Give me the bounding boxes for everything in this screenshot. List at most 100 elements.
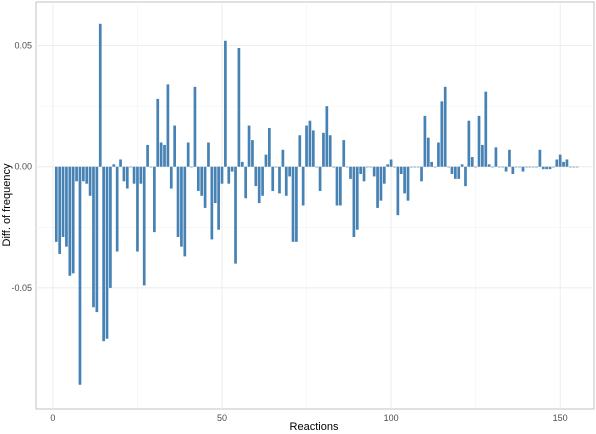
bar <box>173 125 177 167</box>
bar <box>163 144 166 167</box>
bar <box>139 166 143 184</box>
bar <box>457 166 461 179</box>
bar <box>416 166 420 168</box>
bar <box>200 166 204 196</box>
bar <box>335 166 339 206</box>
bar <box>251 140 254 167</box>
bar <box>572 166 576 168</box>
bar <box>308 120 312 167</box>
bar <box>132 166 136 184</box>
bar <box>437 142 440 167</box>
bar <box>366 166 369 168</box>
bar <box>169 166 173 189</box>
bar <box>247 125 251 167</box>
bar <box>538 149 542 167</box>
bar <box>210 166 214 240</box>
bar <box>227 166 231 184</box>
x-tick-label: 100 <box>384 413 399 423</box>
bar <box>501 166 505 168</box>
bar <box>470 157 474 167</box>
bar <box>75 166 78 182</box>
bar <box>497 166 501 168</box>
bar <box>112 164 116 167</box>
bar <box>453 166 457 179</box>
bar <box>88 166 92 196</box>
bar <box>447 166 450 168</box>
bar <box>284 166 288 196</box>
bar <box>481 144 484 167</box>
bar <box>78 166 82 385</box>
bar <box>562 161 565 167</box>
bar <box>146 144 149 167</box>
bar <box>295 166 298 242</box>
bar <box>156 98 160 167</box>
bar <box>176 166 180 237</box>
bar <box>153 166 156 233</box>
bar <box>494 147 498 167</box>
bar <box>464 166 467 187</box>
bar <box>244 166 248 199</box>
bar <box>410 166 413 168</box>
bar <box>393 166 396 168</box>
bar <box>102 166 105 342</box>
bar <box>271 166 275 191</box>
bar <box>193 86 197 167</box>
y-tick-label: -0.05 <box>11 283 32 293</box>
bar <box>278 166 281 194</box>
bar <box>142 166 146 286</box>
bar <box>568 166 572 168</box>
tick-labels: 0 50 100 150 -0.05 0.00 0.05 <box>11 41 567 423</box>
bar <box>565 159 569 167</box>
bar <box>332 166 335 168</box>
bar <box>399 166 403 175</box>
bar <box>369 166 373 168</box>
bar <box>545 166 549 170</box>
bar <box>325 106 329 167</box>
bar <box>518 166 521 168</box>
bar <box>281 149 285 167</box>
bar <box>109 166 112 288</box>
bar <box>183 166 187 257</box>
bar <box>122 166 126 182</box>
y-axis-title: Diff. of frequency <box>1 163 13 246</box>
bar <box>85 166 89 184</box>
bar <box>98 23 102 167</box>
bar <box>217 166 220 230</box>
bar <box>328 135 332 167</box>
bar <box>237 48 241 167</box>
bar <box>68 166 72 276</box>
bar <box>254 166 258 187</box>
bar <box>525 166 528 168</box>
bar <box>305 125 308 167</box>
x-tick-label: 150 <box>553 413 568 423</box>
y-tick-label: 0.00 <box>14 162 32 172</box>
bar <box>125 166 129 189</box>
bar <box>274 166 278 168</box>
bar <box>71 166 75 274</box>
bar <box>264 154 268 167</box>
bar <box>315 166 319 168</box>
bar <box>450 166 454 175</box>
bar <box>95 166 99 313</box>
bar <box>267 127 271 167</box>
bar <box>423 115 427 167</box>
bar <box>203 166 207 208</box>
bar <box>379 166 383 201</box>
bars <box>54 23 579 385</box>
bar <box>257 166 261 204</box>
bar <box>234 166 237 264</box>
bar <box>548 166 552 170</box>
y-tick-label: 0.05 <box>14 41 32 51</box>
bar <box>54 166 58 242</box>
bar <box>115 166 119 252</box>
bar <box>460 164 464 167</box>
bar <box>491 166 494 168</box>
bar <box>487 164 491 167</box>
bar <box>355 166 359 230</box>
bar <box>430 161 434 167</box>
grid-lines <box>36 2 594 409</box>
bar <box>61 166 65 237</box>
bar <box>552 166 555 168</box>
bar <box>406 166 410 201</box>
